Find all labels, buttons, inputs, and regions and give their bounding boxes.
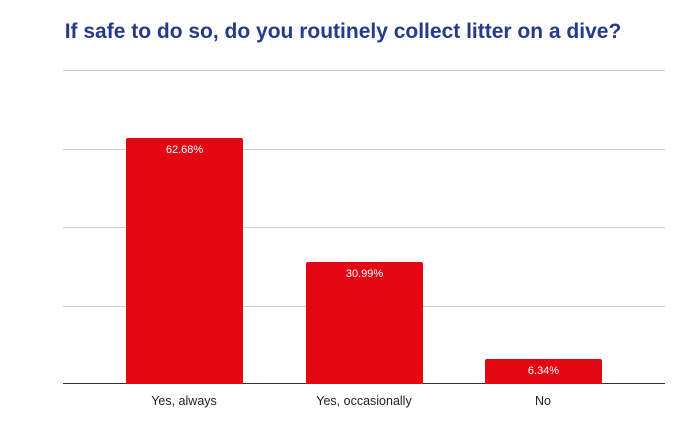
bar-data-label: 30.99% — [345, 268, 384, 281]
plot-area: 62.68% 30.99% 6.34% — [63, 70, 665, 384]
x-tick-label: Yes, always — [151, 394, 217, 408]
gridline — [63, 148, 665, 150]
bar-no: 6.34% — [485, 359, 602, 384]
bar-data-label: 62.68% — [165, 143, 204, 156]
gridline — [63, 227, 665, 228]
bar-yes-always: 62.68% — [126, 137, 243, 384]
gridline — [63, 70, 665, 71]
bar-yes-occasionally: 30.99% — [306, 262, 423, 384]
chart-title: If safe to do so, do you routinely colle… — [64, 20, 622, 43]
bar-data-label: 6.34% — [527, 365, 560, 378]
x-tick-label: No — [535, 394, 551, 408]
x-tick-label: Yes, occasionally — [316, 394, 412, 408]
